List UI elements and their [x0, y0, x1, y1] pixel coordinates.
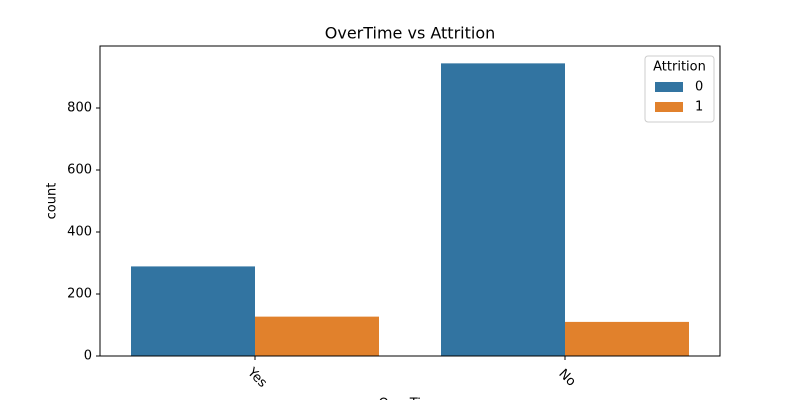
bar	[565, 321, 689, 356]
x-axis-label: OverTime	[378, 397, 441, 400]
chart-title: OverTime vs Attrition	[325, 24, 496, 43]
y-tick-label: 600	[67, 163, 92, 178]
legend-title: Attrition	[653, 60, 706, 75]
legend-label: 0	[695, 80, 703, 95]
bar	[255, 316, 379, 356]
plot-frame	[99, 45, 721, 357]
y-tick-label: 0	[84, 349, 92, 364]
y-tick-label: 800	[67, 101, 92, 116]
y-tick-label: 400	[67, 225, 92, 240]
legend-swatch	[655, 82, 683, 92]
legend-label: 1	[695, 100, 703, 115]
y-tick-label: 200	[67, 287, 92, 302]
legend-swatch	[655, 102, 683, 112]
bar	[131, 266, 255, 356]
y-axis-label: count	[45, 183, 60, 220]
bar	[441, 63, 565, 357]
